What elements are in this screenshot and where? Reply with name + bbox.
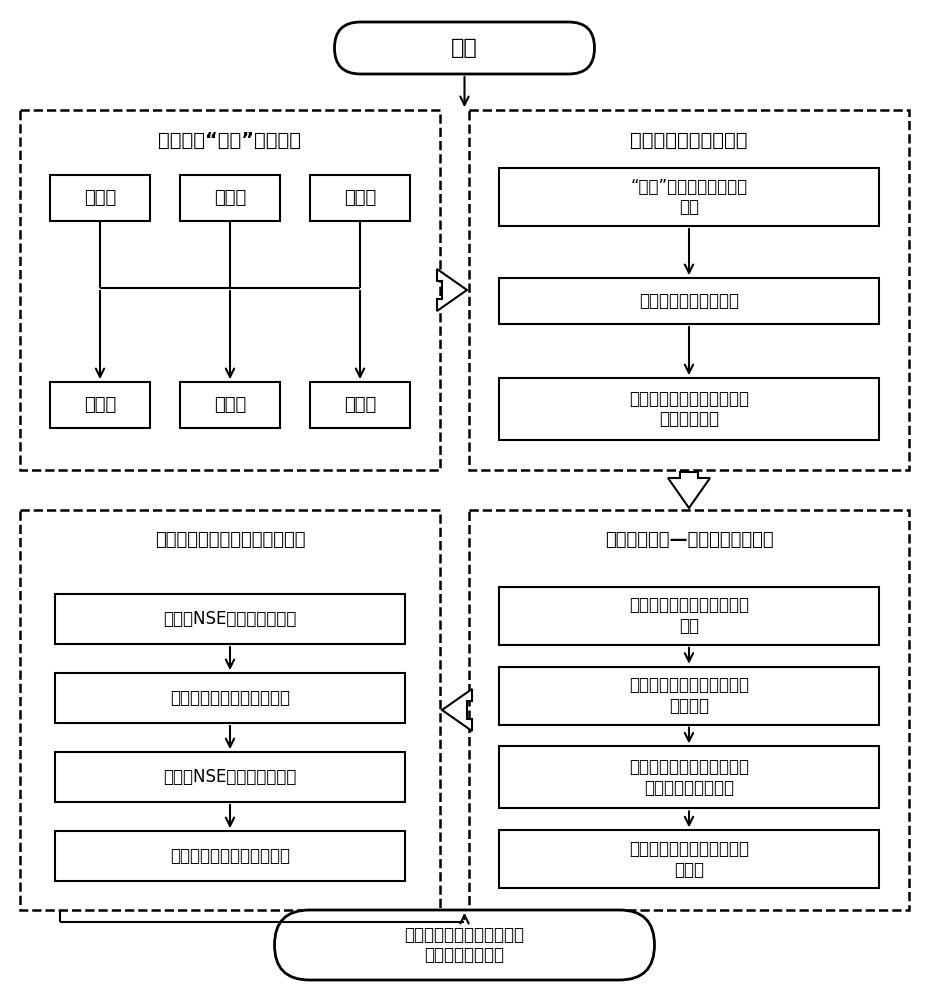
Text: 基于最优概率组合的流域蓄
水容量变点分析方法: 基于最优概率组合的流域蓄 水容量变点分析方法: [628, 758, 748, 797]
Bar: [310, 175, 409, 221]
Text: 日蒸发: 日蒸发: [213, 189, 246, 207]
Bar: [498, 378, 878, 440]
Bar: [55, 594, 405, 644]
Text: 识别气象干旱起始时间: 识别气象干旱起始时间: [638, 292, 738, 310]
Text: 开始: 开始: [451, 38, 477, 58]
Text: 构建流域蓄水容量变化特征
描述框架: 构建流域蓄水容量变化特征 描述框架: [628, 676, 748, 715]
Text: 长期气象干旱识别模块: 长期气象干旱识别模块: [629, 130, 747, 149]
Text: 识别气象干旱结束时间及干
旱期变异幅度: 识别气象干旱结束时间及干 旱期变异幅度: [628, 390, 748, 428]
Text: 建立日尺度水文模型和目标
函数: 建立日尺度水文模型和目标 函数: [628, 596, 748, 635]
Text: 两阶段NSE结果符合性评估: 两阶段NSE结果符合性评估: [163, 610, 296, 628]
Bar: [20, 110, 440, 470]
Polygon shape: [436, 269, 467, 311]
Bar: [50, 382, 149, 428]
Bar: [498, 587, 878, 645]
Bar: [469, 110, 908, 470]
Text: 两阶段模拟结果稳健性评估: 两阶段模拟结果稳健性评估: [170, 847, 290, 865]
FancyBboxPatch shape: [274, 910, 654, 980]
Text: 输出流域蓄水容量对长期气
象干旱的响应结果: 输出流域蓄水容量对长期气 象干旱的响应结果: [404, 926, 524, 964]
Text: 流域蓄水容量—干旱响应模拟模块: 流域蓄水容量—干旱响应模拟模块: [604, 531, 772, 549]
Text: 优选流域蓄水容量最佳时变
点位置: 优选流域蓄水容量最佳时变 点位置: [628, 840, 748, 879]
Text: 两阶段参数变化显著性评估: 两阶段参数变化显著性评估: [170, 689, 290, 707]
Bar: [50, 175, 149, 221]
Text: “三性”审查后的历史降雨
序列: “三性”审查后的历史降雨 序列: [630, 178, 747, 216]
Bar: [498, 746, 878, 808]
Polygon shape: [667, 472, 709, 508]
Bar: [180, 175, 279, 221]
Text: 日降雨: 日降雨: [84, 189, 116, 207]
FancyBboxPatch shape: [334, 22, 594, 74]
Bar: [55, 673, 405, 723]
Text: 两阶段NSE结果差异性评估: 两阶段NSE结果差异性评估: [163, 768, 296, 786]
Text: 水文资料“三性”审查模块: 水文资料“三性”审查模块: [159, 130, 302, 149]
Text: 日径流: 日径流: [343, 189, 376, 207]
Bar: [180, 382, 279, 428]
Polygon shape: [442, 689, 471, 731]
Text: 可靠性: 可靠性: [84, 396, 116, 414]
Bar: [498, 168, 878, 226]
Text: 代表性: 代表性: [343, 396, 376, 414]
Bar: [498, 830, 878, 888]
Bar: [498, 278, 878, 324]
Text: 一致性: 一致性: [213, 396, 246, 414]
Bar: [20, 510, 440, 910]
Bar: [469, 510, 908, 910]
Text: 流域蓄水容量响应结果评估模块: 流域蓄水容量响应结果评估模块: [155, 531, 305, 549]
Bar: [498, 667, 878, 725]
Bar: [310, 382, 409, 428]
Bar: [55, 831, 405, 881]
Bar: [55, 752, 405, 802]
